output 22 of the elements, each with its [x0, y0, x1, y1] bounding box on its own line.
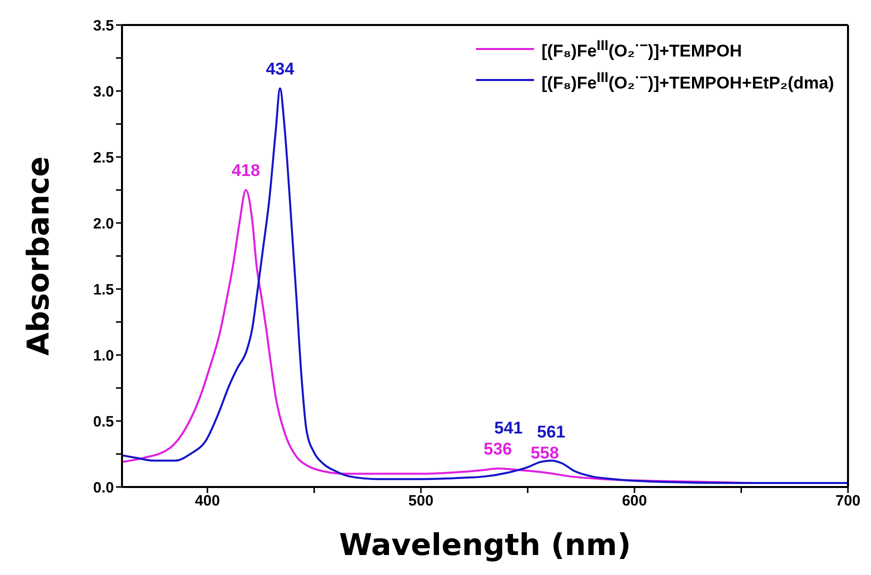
y-tick-label: 0.0: [93, 479, 114, 496]
annotation: 561: [537, 422, 566, 442]
legend-label: [(F₈)Fe$^{III}$(O₂$^{·−}$)]+TEMPOH: [542, 37, 742, 63]
annotation: 434: [266, 59, 295, 78]
x-axis-title: Wavelength (nm): [339, 528, 631, 563]
legend-label: [(F₈)Fe$^{III}$(O₂$^{·−}$)]+TEMPOH+EtP₂(dma): [542, 68, 834, 94]
y-tick-label: 2.5: [93, 149, 114, 166]
annotation: 536: [484, 440, 512, 459]
y-tick-label: 0.5: [93, 413, 114, 430]
y-axis-title: Absorbance: [22, 156, 57, 356]
y-tick-label: 1.0: [93, 347, 114, 364]
annotation: 418: [232, 161, 260, 180]
x-tick-label: 600: [622, 492, 647, 510]
x-tick-label: 500: [408, 492, 434, 510]
y-tick-label: 3.0: [93, 83, 114, 100]
y-tick-label: 1.5: [93, 281, 114, 298]
y-tick-label: 3.5: [93, 17, 114, 34]
y-tick-label: 2.0: [93, 215, 114, 232]
annotation: 541: [494, 418, 523, 438]
x-tick-label: 700: [835, 492, 861, 510]
x-tick-label: 400: [194, 492, 220, 510]
annotation: 558: [530, 443, 559, 462]
